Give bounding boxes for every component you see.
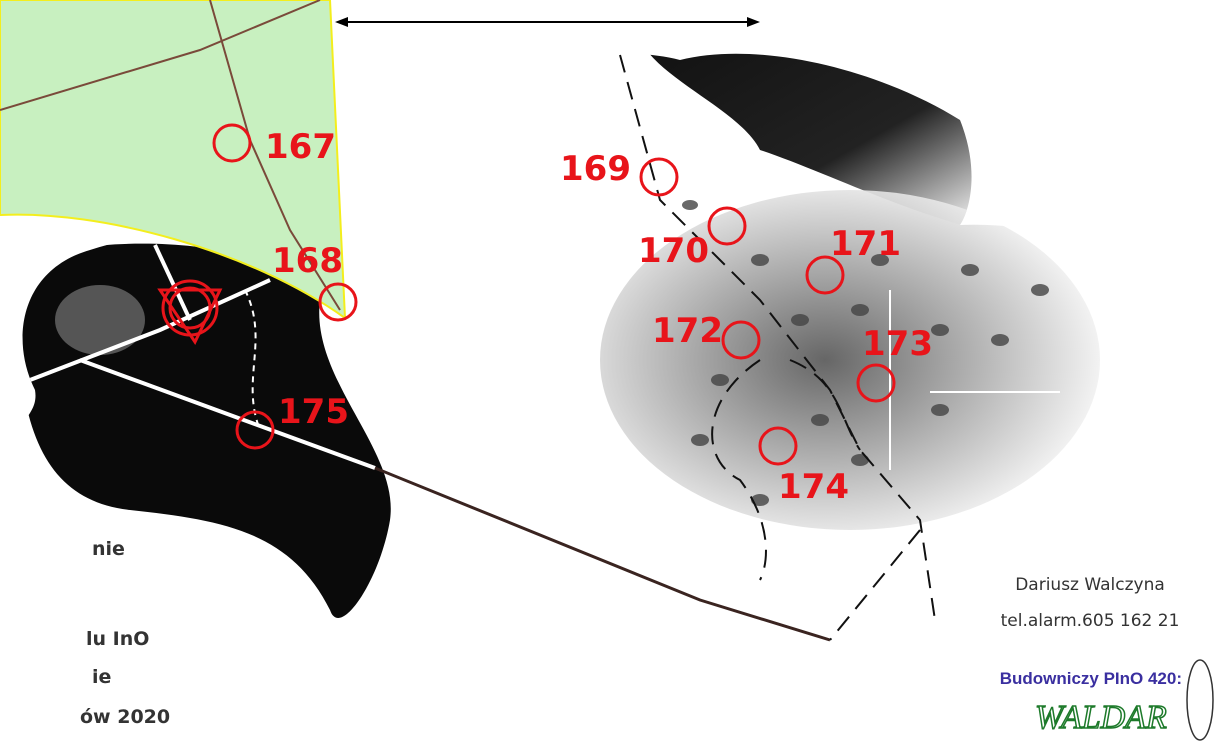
control-circle: [212, 123, 252, 163]
control-number: 168: [272, 241, 343, 281]
map-inset: [0, 0, 347, 321]
side-text: lu InO: [86, 628, 149, 650]
control-circle: [805, 255, 845, 295]
control-number: 167: [265, 127, 336, 167]
control-number: 169: [560, 149, 631, 189]
control-circle: [318, 282, 358, 322]
control-number: 170: [638, 231, 709, 271]
start: [157, 279, 223, 346]
control-number: 175: [278, 392, 349, 432]
side-text: nie: [92, 538, 125, 560]
author-phone: tel.alarm.605 162 21: [1001, 611, 1180, 631]
author-name: Dariusz Walczyna: [1015, 575, 1165, 595]
control-circle: [235, 410, 275, 450]
control-number: 173: [862, 324, 933, 364]
mascot: [1186, 659, 1214, 741]
control-circle: [707, 206, 747, 246]
side-text: ów 2020: [80, 706, 170, 728]
side-text: ie: [92, 666, 111, 688]
control-circle: [758, 426, 798, 466]
controls: 167 168 169 170 171 172 173 174 175: [212, 123, 933, 507]
control-number: 171: [830, 224, 901, 264]
control-number: 172: [652, 311, 723, 351]
control-number: 174: [778, 467, 849, 507]
control-circle: [639, 157, 679, 197]
control-circle: [721, 320, 761, 360]
builder-signature: WALDAR: [1035, 699, 1167, 736]
builder-title: Budowniczy PInO 420:: [1000, 669, 1182, 688]
control-circle: [856, 363, 896, 403]
